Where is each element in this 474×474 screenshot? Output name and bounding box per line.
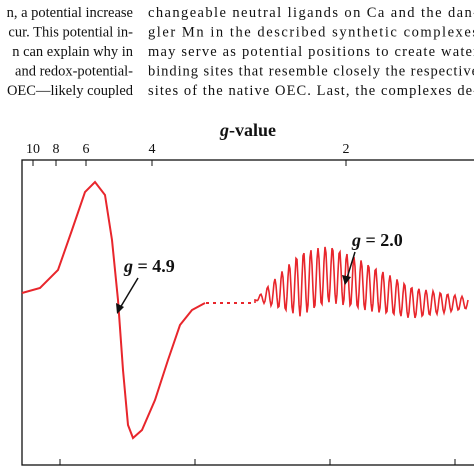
- arrow-head: [342, 275, 351, 285]
- left-column: n, a potential increase cur. This potenti…: [7, 5, 134, 99]
- text-line: sites of the native OEC. Last, the compl…: [148, 83, 474, 99]
- spectrum-curve: [254, 246, 469, 319]
- text-line: n, a potential increase: [7, 5, 133, 21]
- top-tick-label: 10: [26, 142, 40, 157]
- text-line: gler Mn in the described synthetic compl…: [148, 25, 474, 41]
- text-line: n can explain why in: [12, 44, 134, 60]
- arrow-head: [116, 303, 124, 314]
- annotation: g = 4.9: [123, 256, 175, 276]
- plot-frame: [21, 159, 474, 466]
- top-tick-label: 8: [53, 142, 60, 157]
- text-line: changeable neutral ligands on Ca and the…: [148, 5, 474, 21]
- top-tick-label: 6: [83, 142, 90, 157]
- spectrum-curve: [21, 180, 206, 440]
- text-line: OEC—likely coupled: [7, 83, 134, 99]
- text-line: may serve as potential positions to crea…: [148, 44, 474, 60]
- text-line: cur. This potential in-: [8, 25, 133, 41]
- arrow: [346, 251, 356, 279]
- arrow: [119, 277, 139, 309]
- text-line: and redox-potential-: [15, 64, 133, 80]
- right-column: changeable neutral ligands on Ca and the…: [148, 5, 474, 99]
- annotation: g = 2.0: [351, 230, 403, 250]
- top-tick-label: 2: [343, 142, 350, 157]
- text-line: binding sites that resemble closely the …: [148, 64, 474, 80]
- figure: g-value1086421000200030004000g = 4.9g = …: [21, 120, 474, 474]
- axis-title: g-value: [219, 120, 276, 140]
- top-tick-label: 4: [149, 142, 156, 157]
